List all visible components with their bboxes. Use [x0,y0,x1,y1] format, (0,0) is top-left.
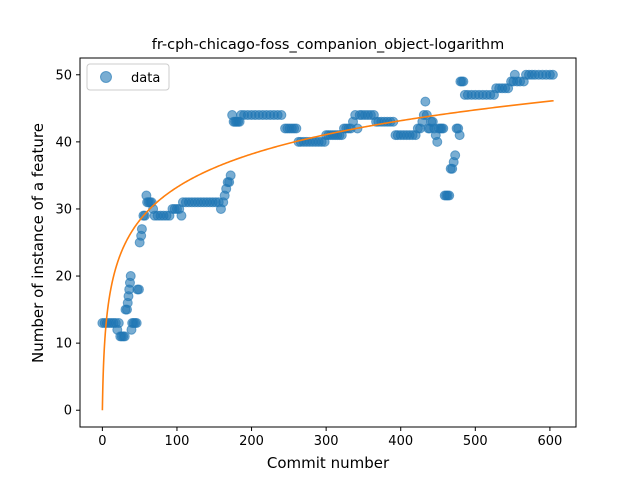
data-point [454,130,465,141]
data-point [133,284,144,295]
data-point [420,96,431,107]
legend-box [86,63,170,91]
data-point [276,110,287,121]
x-tick-label: 300 [314,434,339,449]
y-tick-label: 50 [55,68,72,83]
y-tick-label: 20 [55,270,72,285]
data-point [450,150,461,161]
x-tick-label: 100 [165,434,190,449]
chart-title: fr-cph-chicago-foss_companion_object-log… [152,37,504,53]
fit-line [101,99,554,411]
y-tick-label: 10 [55,337,72,352]
y-tick-label: 40 [55,135,72,150]
x-tick-label: 500 [463,434,488,449]
fit-line-layer [101,99,554,411]
data-point [458,76,469,87]
legend: data [86,63,170,91]
y-tick-label: 0 [64,404,72,419]
y-tick-label: 30 [55,202,72,217]
data-point [139,210,150,221]
data-point [176,210,187,221]
data-point [125,271,136,282]
data-point [225,170,236,181]
data-point [136,224,147,235]
data-point [291,123,302,134]
y-axis-title: Number of instance of a feature [29,123,47,363]
x-tick-label: 600 [537,434,562,449]
data-point [438,123,449,134]
data-point [113,318,124,329]
y-axis-ticks: 0 10 20 30 40 50 [55,68,80,419]
x-tick-label: 200 [239,434,264,449]
data-point [432,136,443,147]
data-point [547,69,558,80]
plot-frame [79,57,577,428]
x-tick-label: 400 [388,434,413,449]
data-point [444,190,455,201]
x-axis-ticks: 0 100 200 300 400 500 600 [98,427,562,449]
data-point [131,318,142,329]
x-axis-title: Commit number [267,454,390,472]
legend-marker [100,71,112,83]
legend-label-data: data [131,71,160,86]
x-tick-label: 0 [98,434,106,449]
data-point [119,331,130,342]
